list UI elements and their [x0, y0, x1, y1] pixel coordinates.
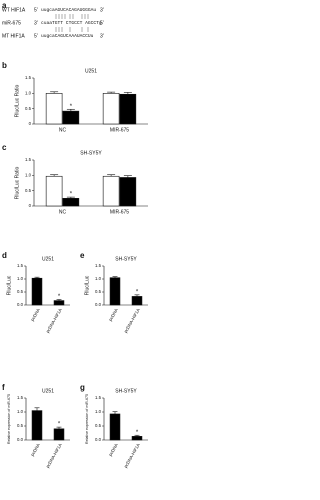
bar: [45, 175, 63, 207]
panel-letter: b: [2, 61, 7, 70]
significance-mark: *: [136, 430, 139, 436]
significance-mark: *: [58, 294, 61, 300]
x-tick-label: pcDNA: [108, 307, 119, 321]
row-label: WT HIF1A: [2, 7, 26, 13]
y-tick-label: 1.5: [25, 75, 32, 80]
sequence: uugcaAGUCACAGAUGGGAu: [41, 7, 96, 13]
figure: a WT HIF1A 5' uugcaAGUCACAGAUGGGAu 3' mi…: [2, 1, 148, 469]
y-tick-label: 1.0: [25, 172, 32, 177]
bar: [119, 177, 137, 207]
row-end: 5': [34, 33, 38, 39]
y-tick-label: 0: [29, 121, 32, 126]
y-tick-label: 0.0: [95, 302, 102, 307]
chart-title: U251: [85, 68, 97, 74]
y-tick-label: 0.5: [25, 188, 32, 193]
row-label: miR-675: [2, 20, 21, 26]
significance-mark: *: [58, 422, 61, 428]
x-tick-label: pcDNA-HIF1A: [123, 307, 141, 333]
y-tick-label: 0.0: [17, 302, 24, 307]
bar: [131, 436, 143, 441]
bar: [119, 93, 137, 125]
chart-title: U251: [42, 388, 54, 394]
bar: [102, 175, 120, 207]
chart-title: SH-SY5Y: [115, 388, 137, 394]
y-tick-label: 1.5: [17, 395, 24, 400]
y-tick-label: 1.5: [25, 157, 32, 162]
y-tick-label: 0.5: [17, 423, 24, 428]
x-tick-label: NC: [59, 127, 67, 133]
panel-letter: g: [80, 383, 85, 392]
panel-letter: c: [2, 143, 7, 152]
y-tick-label: 1.5: [95, 263, 102, 268]
x-tick-label: pcDNA: [30, 307, 41, 321]
bar: [31, 277, 43, 306]
y-axis-label: Relative expression of miR-675: [85, 394, 89, 444]
bar: [109, 413, 121, 441]
row-label: MT HIF1A: [2, 33, 25, 39]
y-tick-label: 0.5: [95, 289, 102, 294]
panel-letter: d: [2, 251, 7, 260]
y-tick-label: 1.5: [17, 263, 24, 268]
x-tick-label: pcDNA-HIF1A: [45, 442, 63, 468]
row-end: 5': [34, 7, 38, 13]
significance-mark: *: [70, 192, 73, 198]
bar: [109, 277, 121, 306]
bar: [45, 93, 63, 125]
y-tick-label: 1.0: [95, 276, 102, 281]
y-tick-label: 0.5: [95, 423, 102, 428]
x-tick-label: pcDNA-HIF1A: [45, 307, 63, 333]
chart-title: SH-SY5Y: [115, 256, 137, 262]
x-tick-label: MIR-675: [110, 127, 129, 133]
sequence: uugcaCAGUCAAAUACCUu: [41, 33, 94, 39]
significance-mark: *: [70, 104, 73, 110]
significance-mark: *: [136, 289, 139, 295]
bar: [62, 198, 80, 207]
y-tick-label: 1.0: [25, 90, 32, 95]
y-tick-label: 1.5: [95, 395, 102, 400]
y-tick-label: 1.0: [95, 409, 102, 414]
x-tick-label: pcDNA-HIF1A: [123, 442, 141, 468]
y-tick-label: 0.5: [25, 106, 32, 111]
row-end: 3': [100, 33, 104, 39]
y-axis-label: Rluc/Luc Ratio: [14, 167, 20, 200]
bar: [62, 110, 80, 125]
row-end: 3': [34, 20, 38, 26]
panel-letter: f: [2, 383, 5, 392]
chart-title: U251: [42, 256, 54, 262]
y-tick-label: 1.0: [17, 276, 24, 281]
x-tick-label: MIR-675: [110, 209, 129, 215]
panel-letter: e: [80, 251, 85, 260]
y-axis-label: Relative expression of miR-675: [7, 394, 11, 444]
y-axis-label: Rluc/Luc: [84, 275, 90, 295]
y-tick-label: 0: [29, 203, 32, 208]
bar: [53, 300, 65, 306]
y-tick-label: 0.0: [95, 437, 102, 442]
row-end: 5': [100, 20, 104, 26]
bar: [53, 428, 65, 441]
panel-letter: a: [2, 1, 7, 10]
pairing-lines: [55, 14, 89, 32]
y-axis-label: Rluc/Luc: [6, 275, 12, 295]
sequence: cuaaTGTT CTGCCT AGCCTg: [41, 20, 102, 26]
bar: [31, 410, 43, 441]
bar: [131, 296, 143, 306]
x-tick-label: pcDNA: [108, 442, 119, 456]
y-tick-label: 1.0: [17, 409, 24, 414]
y-tick-label: 0.5: [17, 289, 24, 294]
bar: [102, 93, 120, 125]
x-tick-label: NC: [59, 209, 67, 215]
row-end: 3': [100, 7, 104, 13]
x-tick-label: pcDNA: [30, 442, 41, 456]
chart-title: SH-SY5Y: [80, 150, 102, 156]
y-tick-label: 0.0: [17, 437, 24, 442]
y-axis-label: Rluc/Luc Ratio: [14, 85, 20, 118]
